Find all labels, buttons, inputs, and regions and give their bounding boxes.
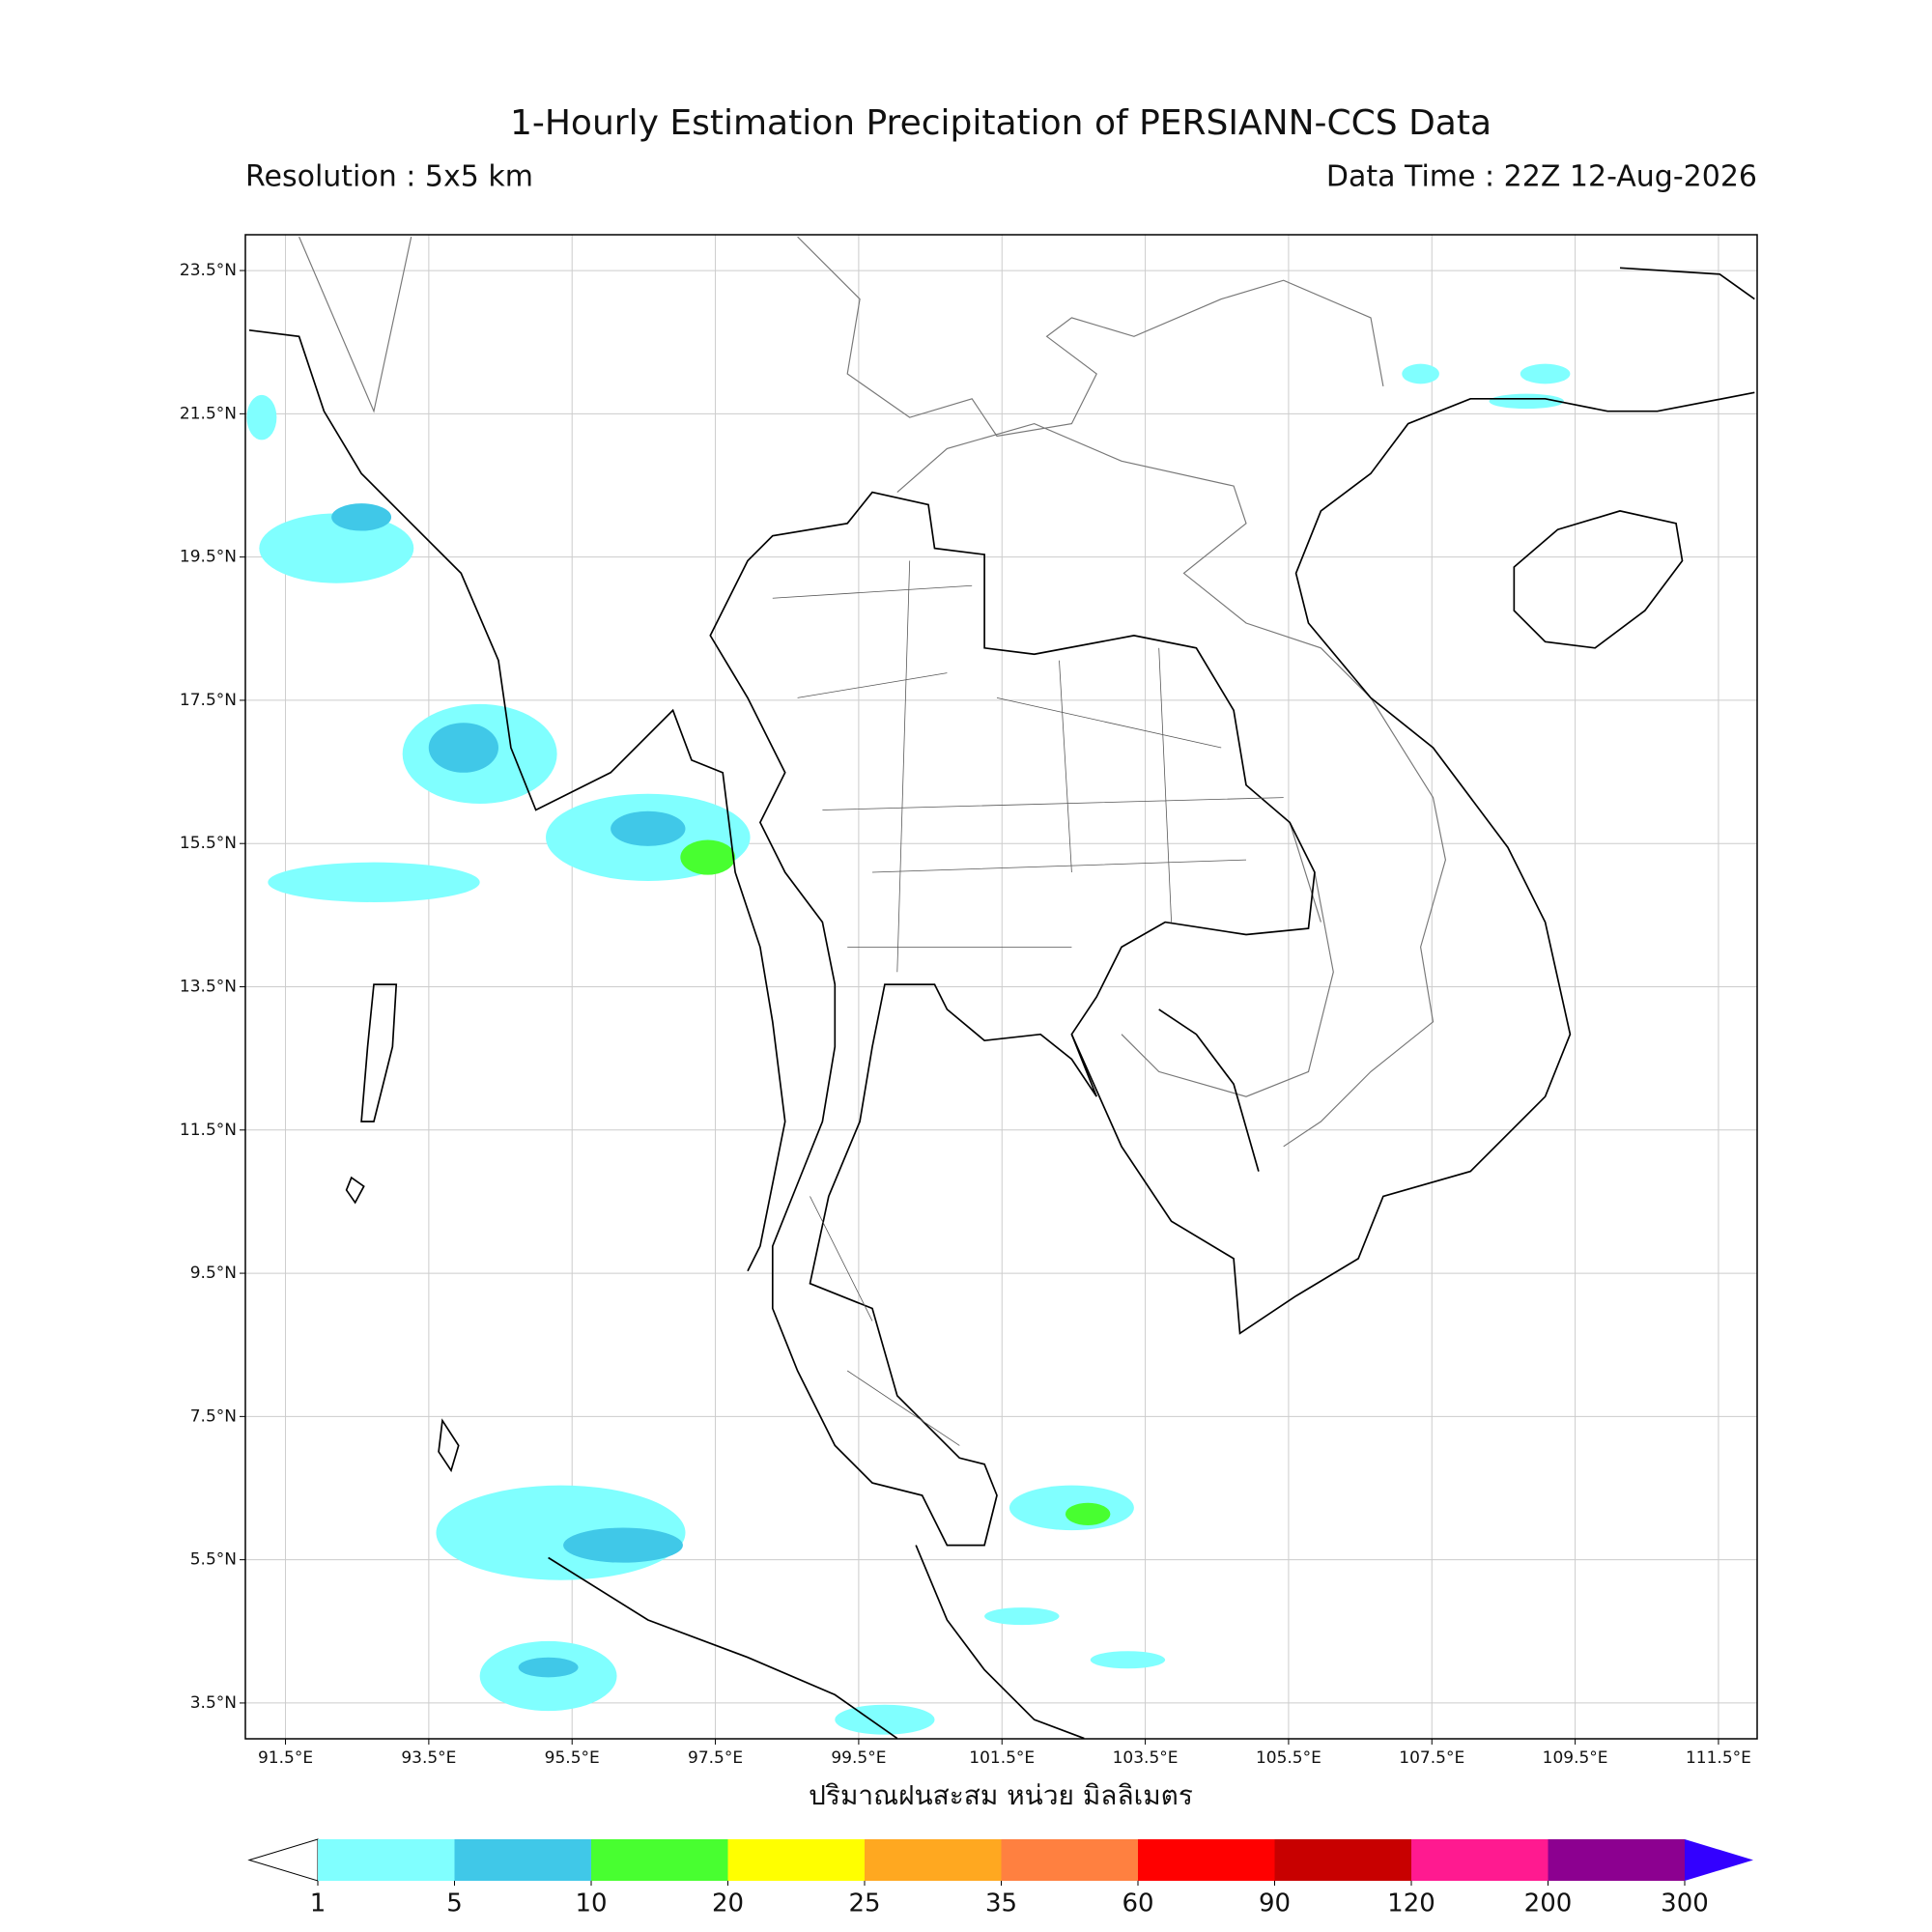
islands (345, 983, 460, 1473)
colorbar-box (1548, 1839, 1685, 1881)
x-tick-label: 93.5°E (401, 1748, 456, 1768)
country-borders (298, 236, 1446, 1148)
x-tick-label: 101.5°E (969, 1748, 1035, 1768)
x-tick-label: 103.5°E (1113, 1748, 1179, 1768)
colorbar-label: ปริมาณฝนสะสม หน่วย มิลลิเมตร (809, 1779, 1193, 1811)
colorbar-box (591, 1839, 728, 1881)
x-tick-label: 107.5°E (1399, 1748, 1464, 1768)
colorbar-tick-label: 1 (310, 1889, 327, 1918)
y-tick-label: 11.5°N (180, 1121, 237, 1140)
y-tick-label: 5.5°N (190, 1550, 237, 1570)
y-tick-label: 23.5°N (180, 261, 237, 280)
map-layer (246, 236, 1755, 1740)
y-tick-label: 17.5°N (180, 691, 237, 710)
y-tick-label: 3.5°N (190, 1693, 237, 1713)
colorbar-box (454, 1839, 591, 1881)
grid (245, 235, 1757, 1739)
y-tick-label: 15.5°N (180, 834, 237, 853)
colorbar-box (1138, 1839, 1275, 1881)
colorbar-tick-label: 35 (985, 1889, 1017, 1918)
colorbar-tick-label: 200 (1524, 1889, 1573, 1918)
colorbar-tick-label: 10 (575, 1889, 607, 1918)
thailand-outline (709, 491, 1316, 1547)
data-time: Data Time : 22Z 12-Aug-2026 (1326, 160, 1757, 194)
y-tick-label: 19.5°N (180, 548, 237, 567)
colorbar-box (1411, 1839, 1548, 1881)
colorbar-tick-label: 25 (848, 1889, 880, 1918)
colorbar-tick-label: 60 (1122, 1889, 1153, 1918)
colorbar-box (865, 1839, 1002, 1881)
x-tick-label: 95.5°E (545, 1748, 600, 1768)
hainan (1513, 510, 1684, 649)
colorbar-tick-label: 120 (1387, 1889, 1435, 1918)
colorbar-tick-label: 300 (1661, 1889, 1709, 1918)
colorbar-box (1274, 1839, 1411, 1881)
y-tick-label: 21.5°N (180, 404, 237, 423)
x-tick-label: 97.5°E (688, 1748, 743, 1768)
title: 1-Hourly Estimation Precipitation of PER… (510, 103, 1492, 143)
y-tick-label: 7.5°N (190, 1406, 237, 1426)
colorbar-box (727, 1839, 865, 1881)
colorbar: 1 5 10 20 25 35 60 90 120 200 300 (247, 1838, 1753, 1918)
colorbar-tick-label: 5 (446, 1889, 463, 1918)
x-tick-label: 109.5°E (1543, 1748, 1608, 1768)
rain-areas (246, 363, 1571, 1735)
x-tick-label: 105.5°E (1256, 1748, 1321, 1768)
x-tick-label: 99.5°E (831, 1748, 886, 1768)
resolution: Resolution : 5x5 km (245, 160, 533, 194)
coastline (248, 267, 1755, 1740)
x-tick-label: 91.5°E (258, 1748, 313, 1768)
colorbar-box (318, 1839, 455, 1881)
province-borders (772, 560, 1284, 1446)
colorbar-box (1001, 1839, 1138, 1881)
colorbar-tick-label: 20 (712, 1889, 744, 1918)
colorbar-over (1685, 1839, 1753, 1881)
x-tick-label: 111.5°E (1686, 1748, 1751, 1768)
colorbar-tick-label: 90 (1259, 1889, 1291, 1918)
y-tick-label: 9.5°N (190, 1264, 237, 1283)
y-tick-label: 13.5°N (180, 978, 237, 997)
